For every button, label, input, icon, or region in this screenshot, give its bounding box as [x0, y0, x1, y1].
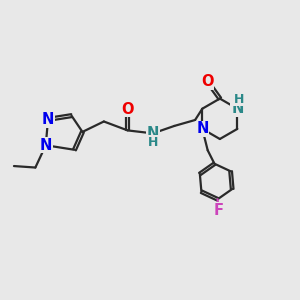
Text: H: H — [234, 93, 244, 106]
Text: O: O — [201, 74, 214, 89]
Text: F: F — [214, 203, 224, 218]
Text: N: N — [196, 122, 208, 136]
Text: O: O — [122, 101, 134, 116]
Text: N: N — [40, 138, 52, 153]
Text: N: N — [147, 126, 159, 141]
Text: N: N — [231, 101, 244, 116]
Text: H: H — [148, 136, 158, 149]
Text: N: N — [42, 112, 54, 127]
